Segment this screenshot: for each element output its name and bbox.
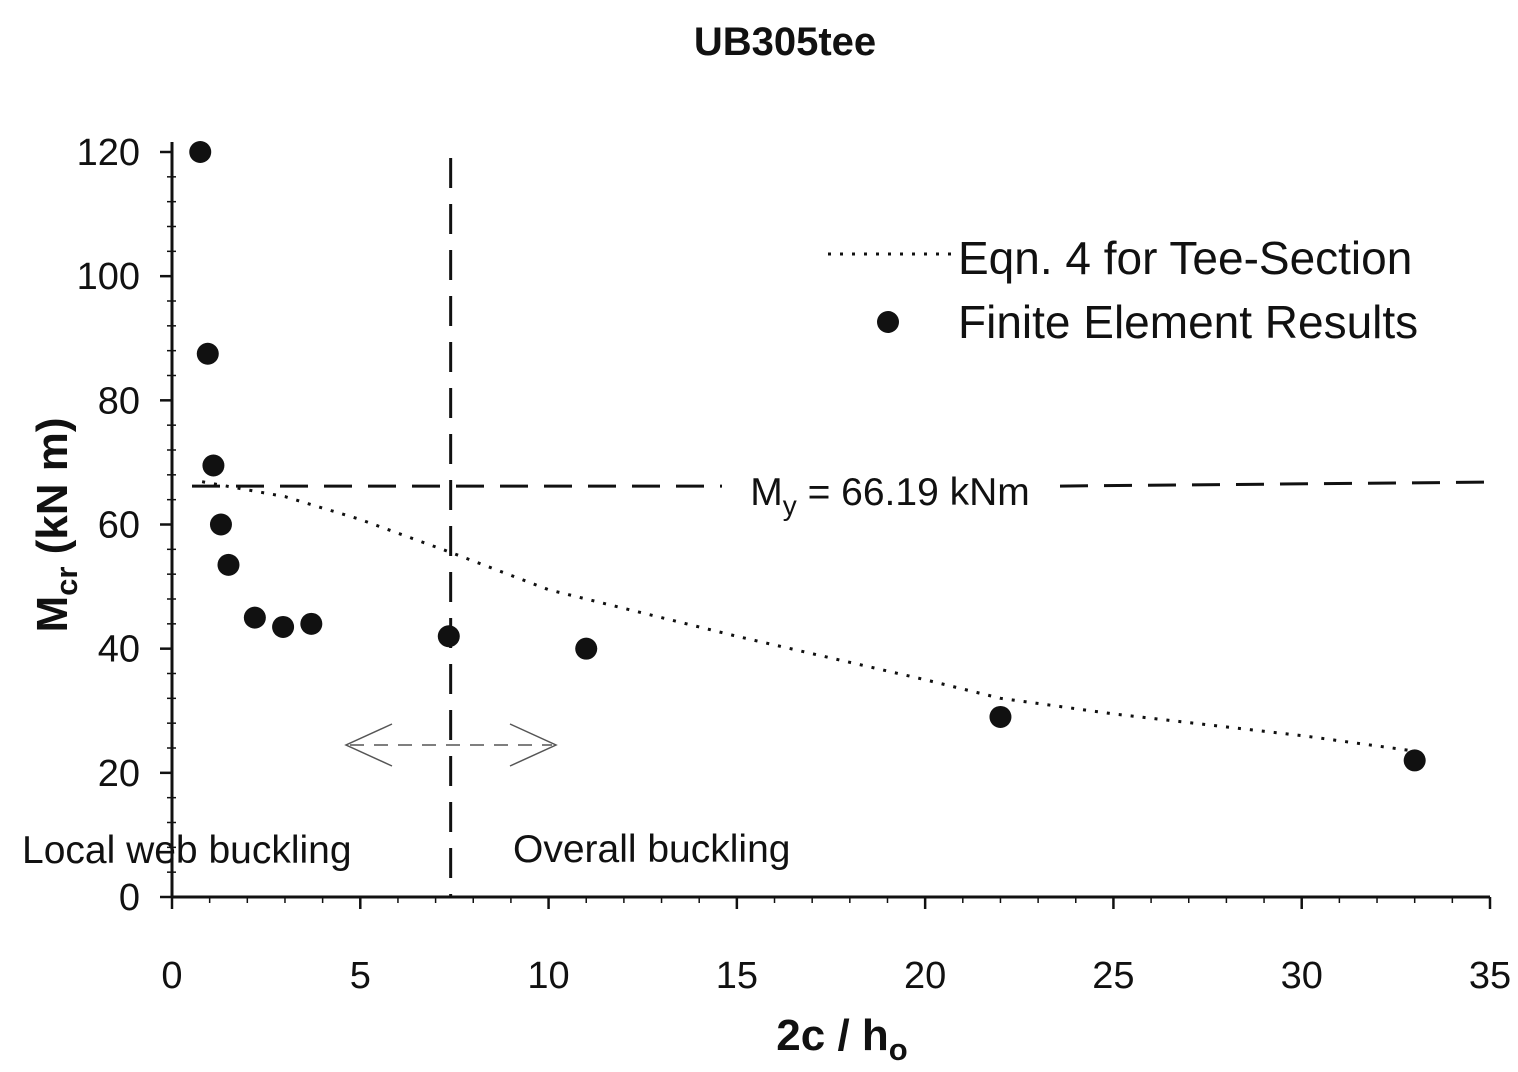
region-arrow (344, 723, 558, 767)
yield-moment-label: My = 66.19 kNm (750, 471, 1030, 521)
y-tick-label: 100 (77, 256, 140, 298)
y-tick-label: 40 (98, 629, 140, 671)
overall-buckling-label: Overall buckling (513, 828, 790, 871)
y-tick-label: 60 (98, 505, 140, 547)
chart-title: UB305tee (694, 20, 876, 64)
data-point (243, 606, 266, 629)
axes (170, 142, 1490, 899)
y-axis-ticks: 0 20 40 60 80 100 120 (77, 132, 176, 919)
x-tick-label: 5 (350, 955, 371, 997)
data-point (209, 513, 232, 536)
data-point (196, 342, 219, 365)
x-tick-label: 25 (1092, 955, 1134, 997)
series-eqn4-line (201, 480, 1415, 753)
x-tick-label: 30 (1281, 955, 1323, 997)
legend-point-swatch (877, 311, 899, 333)
y-tick-label: 120 (77, 132, 140, 174)
y-tick-label: 0 (119, 877, 140, 919)
x-tick-label: 20 (904, 955, 946, 997)
eqn4-curve (201, 480, 1415, 753)
data-point (1403, 749, 1426, 772)
data-point (989, 705, 1012, 728)
arrow-head-left (344, 723, 393, 767)
x-axis-label: 2c / ho (776, 1011, 907, 1067)
x-tick-label: 0 (161, 955, 182, 997)
x-axis-ticks: 0 5 10 15 20 25 30 35 (161, 897, 1511, 997)
y-tick-label: 80 (98, 380, 140, 422)
data-point (300, 612, 323, 635)
data-point (575, 637, 598, 660)
legend-label-eqn4: Eqn. 4 for Tee-Section (958, 232, 1412, 284)
x-tick-label: 10 (527, 955, 569, 997)
yield-moment-line (1059, 480, 1495, 488)
data-point (189, 141, 212, 163)
data-point (437, 625, 460, 648)
x-tick-label: 15 (716, 955, 758, 997)
series-fe-points (189, 141, 1426, 772)
reference-lines (192, 158, 1495, 897)
legend: Eqn. 4 for Tee-Section Finite Element Re… (828, 232, 1418, 348)
data-point (272, 615, 295, 638)
x-tick-label: 35 (1469, 955, 1511, 997)
y-axis-label: Mcr (kN m) (28, 417, 84, 632)
local-web-buckling-label: Local web buckling (22, 829, 352, 872)
data-point (217, 553, 240, 576)
arrow-head-right (509, 723, 558, 767)
legend-label-fe: Finite Element Results (958, 296, 1418, 348)
y-tick-label: 20 (98, 753, 140, 795)
data-point (202, 454, 225, 477)
